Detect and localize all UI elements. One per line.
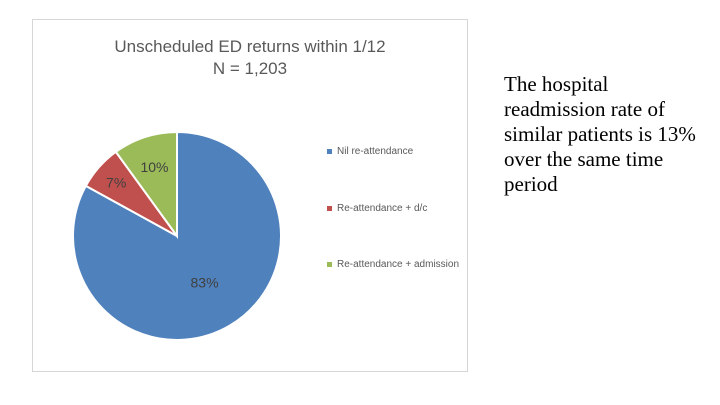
pie-data-label-2: 7% <box>106 174 126 190</box>
pie-slice-3 <box>114 130 178 240</box>
legend-item-1: Nil re-attendance <box>327 146 413 157</box>
chart-subtitle: N = 1,203 <box>212 59 288 78</box>
pie-chart: 83% 7% 10% <box>72 130 282 341</box>
legend-item-2: Re-attendance + d/c <box>327 203 427 214</box>
legend-label-2: Re-attendance + d/c <box>337 203 428 214</box>
pie-slice-1 <box>72 130 282 341</box>
chart-title-block: Unscheduled ED returns within 1/12 N = 1… <box>33 36 467 80</box>
pie-data-label-1: 83% <box>191 275 219 291</box>
chart-title: Unscheduled ED returns within 1/12 <box>114 37 386 56</box>
pie-data-label-3: 10% <box>140 159 168 175</box>
legend-label-3: Re-attendance + admission <box>337 259 460 270</box>
legend-item-3: Re-attendance + admission <box>327 259 459 270</box>
legend-swatch-2 <box>327 206 332 211</box>
legend-swatch-1 <box>327 149 332 154</box>
legend-label-1: Nil re-attendance <box>337 146 414 157</box>
chart-panel: Unscheduled ED returns within 1/12 N = 1… <box>32 19 468 372</box>
legend-swatch-3 <box>327 262 332 267</box>
readmission-note: The hospital readmission rate of similar… <box>504 72 696 196</box>
